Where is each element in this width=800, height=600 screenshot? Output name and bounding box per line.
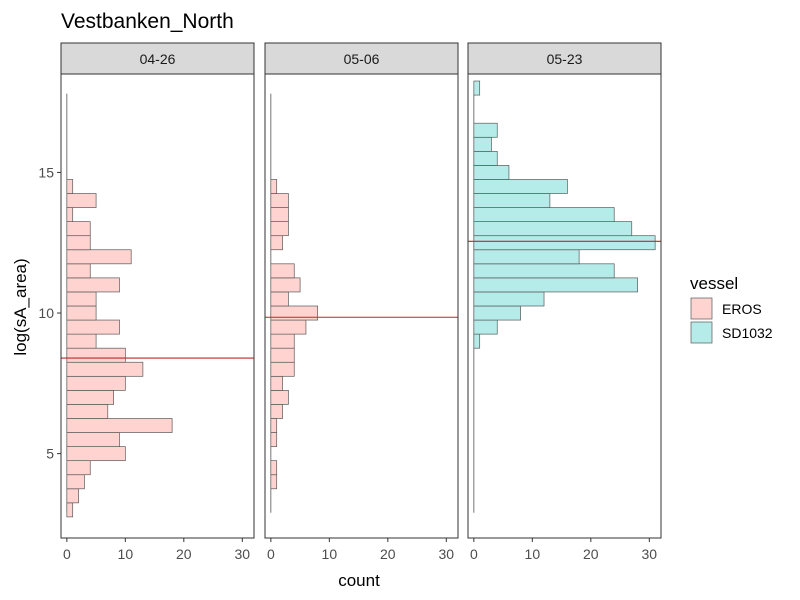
y-tick-label-5: 5 [46,446,54,462]
bar-0426-22 [66,193,97,208]
bar-0523-30 [473,80,481,96]
bar-0506-12 [270,333,295,349]
facet-strip-0426 [60,42,255,75]
bar-0426-13 [66,319,120,335]
bar-0523-25 [473,150,498,166]
bar-0506-9 [270,375,283,391]
y-tick-label-15: 15 [38,164,54,180]
bar-0523-15 [473,291,545,307]
bar-0426-18 [66,249,132,265]
bar-0426-19 [66,235,91,251]
x-tick-label-0506-20: 20 [380,546,396,562]
bar-0506-11 [270,347,295,363]
bar-0426-12 [66,333,97,349]
x-tick-label-0523-20: 20 [583,546,599,562]
bar-0426-17 [66,263,91,279]
legend-label-sd1032: SD1032 [722,325,773,341]
x-tick-label-0523-10: 10 [525,546,541,562]
panels-group: 5 10 15 04-26 0 10 20 30 05-06 0 10 20 30 05-23 0 10 20 3… [38,42,662,562]
bar-0426-0 [66,502,74,518]
bar-0523-26 [473,136,492,152]
x-tick-label-0506-10: 10 [322,546,338,562]
bar-0506-7 [270,404,283,419]
bar-0506-21 [270,207,289,222]
x-axis-title: count [338,571,380,590]
bar-0426-4 [66,446,126,462]
bar-0426-20 [66,221,91,237]
bar-0426-5 [66,432,120,447]
x-tick-label-0523-0: 0 [470,546,478,562]
x-tick-label-0426-0: 0 [63,546,71,562]
x-tick-label-0426-30: 30 [235,546,251,562]
bar-0506-19 [270,235,283,251]
bar-0506-10 [270,361,295,377]
bar-0523-23 [473,179,568,194]
bar-0506-22 [270,193,289,208]
bar-0426-2 [66,474,85,490]
x-tick-label-0506-0: 0 [267,546,275,562]
bar-0506-8 [270,390,289,405]
bar-0426-15 [66,291,97,307]
bar-0523-20 [473,221,633,237]
bar-0426-16 [66,277,120,293]
bar-0426-21 [66,207,74,222]
legend-label-eros: EROS [722,301,762,317]
bar-0426-3 [66,460,91,476]
bar-0523-12 [473,333,481,349]
bar-0506-3 [270,460,278,476]
bar-0523-24 [473,165,510,180]
y-axis-title: log(sA_area) [11,258,30,355]
bar-0523-21 [473,207,615,222]
legend-key-sd1032 [690,321,713,344]
bar-0523-16 [473,277,638,293]
x-tick-label-0523-30: 30 [642,546,658,562]
x-tick-label-0426-10: 10 [118,546,134,562]
bar-0523-14 [473,305,521,321]
bar-0523-18 [473,249,580,265]
bar-0506-23 [270,179,278,194]
bar-0523-19 [473,235,656,251]
bar-0426-6 [66,418,173,433]
facet-label-0523: 05-23 [547,51,583,67]
bar-0506-6 [270,418,278,433]
bar-0426-9 [66,375,126,391]
bar-0426-11 [66,347,126,363]
chart-title: Vestbanken_North [61,10,234,33]
bar-0506-16 [270,277,301,293]
bar-0523-13 [473,319,498,335]
bar-0506-5 [270,432,278,447]
panel-border-0506 [264,73,459,539]
bar-0426-7 [66,404,109,419]
y-tick-label-10: 10 [38,305,54,321]
bar-0523-27 [473,122,498,138]
bar-0426-14 [66,305,97,321]
bar-0506-13 [270,319,307,335]
bar-0506-15 [270,291,289,307]
legend-title: vessel [690,274,738,293]
panel-border-0523 [467,73,662,539]
facet-label-0426: 04-26 [140,51,176,67]
bar-0506-20 [270,221,289,237]
x-tick-label-0426-20: 20 [176,546,192,562]
bar-0523-17 [473,263,615,279]
bar-0426-8 [66,390,114,405]
bar-0506-2 [270,474,278,490]
legend: vessel EROS SD1032 [690,274,773,344]
panel-border-0426 [60,73,255,539]
x-tick-label-0506-30: 30 [439,546,455,562]
bar-0426-23 [66,179,74,194]
bar-0506-14 [270,305,318,321]
bar-0523-22 [473,193,551,208]
legend-key-eros [690,297,713,320]
facet-label-0506: 05-06 [344,51,380,67]
bar-0426-10 [66,361,144,377]
bar-0506-17 [270,263,295,279]
bar-0426-1 [66,488,79,504]
